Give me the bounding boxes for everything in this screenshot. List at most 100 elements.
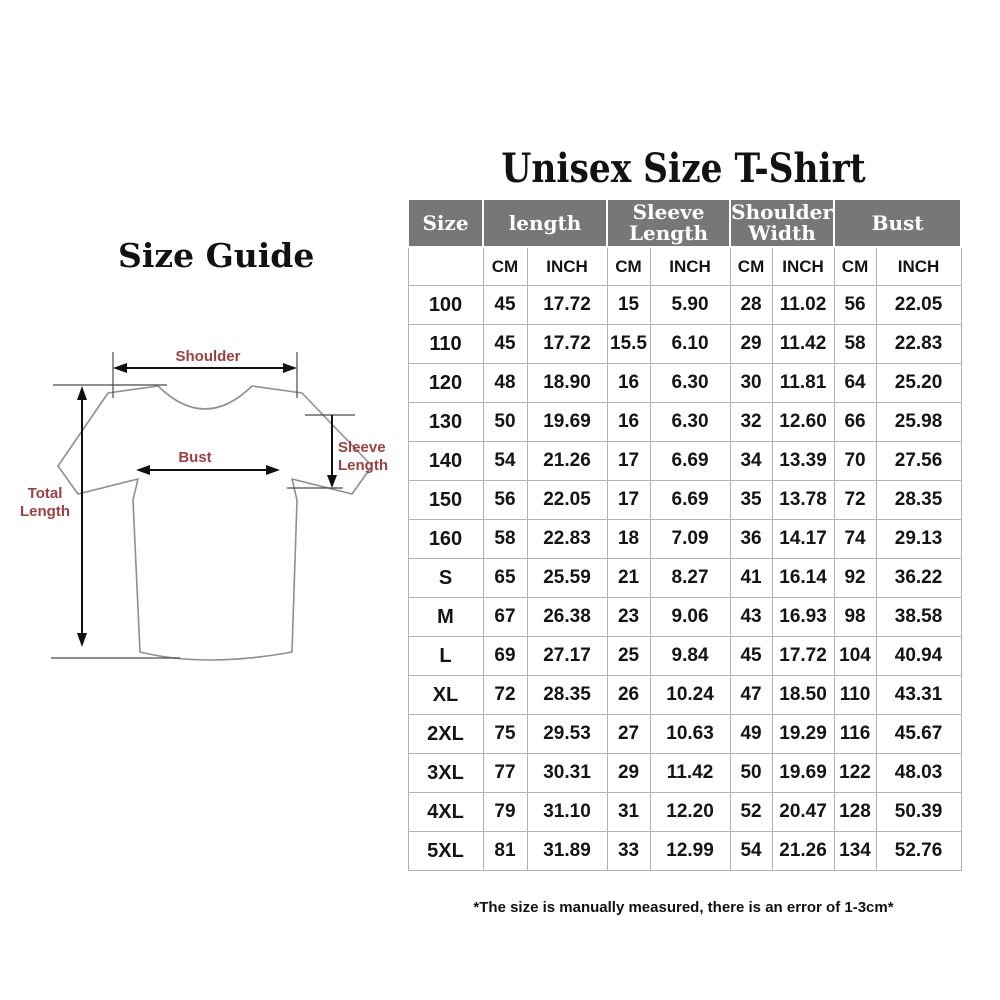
value-cell: 54 [729, 831, 773, 871]
value-cell: 49 [729, 714, 773, 754]
value-cell: 14.17 [771, 519, 835, 559]
table-row: 160 58 22.83 18 7.09 36 14.17 74 29.13 [407, 519, 962, 559]
value-cell: 19.29 [771, 714, 835, 754]
value-cell: 75 [482, 714, 528, 754]
sleeve-length-label-line2: Length [338, 457, 388, 474]
value-cell: 33 [606, 831, 651, 871]
table-row: 2XL 75 29.53 27 10.63 49 19.29 116 45.67 [407, 714, 962, 754]
table-row: XL 72 28.35 26 10.24 47 18.50 110 43.31 [407, 675, 962, 715]
size-label-cell: 140 [407, 441, 484, 481]
column-group-header: length [481, 198, 609, 248]
value-cell: 5.90 [649, 285, 731, 325]
tshirt-measurement-diagram: Shoulder Total Length Bust Sleeve Length [20, 348, 388, 661]
size-label-cell: 4XL [407, 792, 484, 832]
size-table: Size length Sleeve Length Shoulder Width Bus… [407, 198, 963, 871]
value-cell: 12.20 [649, 792, 731, 832]
value-cell: 9.84 [649, 636, 731, 676]
value-cell: 41 [729, 558, 773, 598]
value-cell: 23 [606, 597, 651, 637]
value-cell: 30 [729, 363, 773, 403]
value-cell: 17 [606, 441, 651, 481]
sleeve-length-arrow: Sleeve Length [287, 414, 388, 489]
value-cell: 15.5 [606, 324, 651, 364]
value-cell: 21.26 [771, 831, 835, 871]
value-cell: 134 [833, 831, 877, 871]
table-row: 5XL 81 31.89 33 12.99 54 21.26 134 52.76 [407, 831, 962, 871]
table-row: M 67 26.38 23 9.06 43 16.93 98 38.58 [407, 597, 962, 637]
value-cell: 29.13 [875, 519, 962, 559]
value-cell: 27.17 [526, 636, 608, 676]
size-label-cell: 160 [407, 519, 484, 559]
value-cell: 67 [482, 597, 528, 637]
value-cell: 45 [729, 636, 773, 676]
value-cell: 26.38 [526, 597, 608, 637]
page-title: Unisex Size T-Shirt [501, 144, 866, 192]
size-label-cell: L [407, 636, 484, 676]
value-cell: 17 [606, 480, 651, 520]
unit-header: CM [606, 246, 651, 286]
value-cell: 29 [729, 324, 773, 364]
value-cell: 27 [606, 714, 651, 754]
value-cell: 21.26 [526, 441, 608, 481]
value-cell: 110 [833, 675, 877, 715]
value-cell: 56 [482, 480, 528, 520]
value-cell: 28 [729, 285, 773, 325]
bust-label: Bust [178, 449, 211, 466]
value-cell: 10.24 [649, 675, 731, 715]
size-label-cell: 5XL [407, 831, 484, 871]
value-cell: 6.69 [649, 441, 731, 481]
value-cell: 21 [606, 558, 651, 598]
value-cell: 6.30 [649, 363, 731, 403]
value-cell: 22.83 [875, 324, 962, 364]
value-cell: 12.60 [771, 402, 835, 442]
value-cell: 6.69 [649, 480, 731, 520]
value-cell: 27.56 [875, 441, 962, 481]
table-row: 150 56 22.05 17 6.69 35 13.78 72 28.35 [407, 480, 962, 520]
value-cell: 18 [606, 519, 651, 559]
size-label-cell: 2XL [407, 714, 484, 754]
value-cell: 12.99 [649, 831, 731, 871]
column-group-header: Shoulder Width [729, 198, 836, 248]
value-cell: 43 [729, 597, 773, 637]
value-cell: 15 [606, 285, 651, 325]
value-cell: 16 [606, 363, 651, 403]
value-cell: 17.72 [771, 636, 835, 676]
value-cell: 50 [729, 753, 773, 793]
unit-header: INCH [526, 246, 608, 286]
value-cell: 29 [606, 753, 651, 793]
value-cell: 20.47 [771, 792, 835, 832]
value-cell: 48.03 [875, 753, 962, 793]
table-row: 130 50 19.69 16 6.30 32 12.60 66 25.98 [407, 402, 962, 442]
size-label-cell: 120 [407, 363, 484, 403]
value-cell: 104 [833, 636, 877, 676]
size-label-cell: S [407, 558, 484, 598]
value-cell: 74 [833, 519, 877, 559]
table-row: S 65 25.59 21 8.27 41 16.14 92 36.22 [407, 558, 962, 598]
value-cell: 17.72 [526, 324, 608, 364]
table-row: 120 48 18.90 16 6.30 30 11.81 64 25.20 [407, 363, 962, 403]
value-cell: 34 [729, 441, 773, 481]
size-label-cell: 130 [407, 402, 484, 442]
value-cell: 50.39 [875, 792, 962, 832]
value-cell: 11.02 [771, 285, 835, 325]
value-cell: 31.10 [526, 792, 608, 832]
shoulder-arrow: Shoulder [112, 348, 298, 398]
value-cell: 16 [606, 402, 651, 442]
value-cell: 43.31 [875, 675, 962, 715]
value-cell: 28.35 [875, 480, 962, 520]
unit-header: INCH [649, 246, 731, 286]
value-cell: 25.59 [526, 558, 608, 598]
value-cell: 25.98 [875, 402, 962, 442]
total-length-label-line2: Length [20, 503, 70, 520]
value-cell: 79 [482, 792, 528, 832]
unit-header: INCH [875, 246, 962, 286]
value-cell: 58 [482, 519, 528, 559]
value-cell: 6.30 [649, 402, 731, 442]
value-cell: 19.69 [526, 402, 608, 442]
value-cell: 70 [833, 441, 877, 481]
value-cell: 64 [833, 363, 877, 403]
unit-header: CM [833, 246, 877, 286]
value-cell: 47 [729, 675, 773, 715]
value-cell: 32 [729, 402, 773, 442]
value-cell: 26 [606, 675, 651, 715]
